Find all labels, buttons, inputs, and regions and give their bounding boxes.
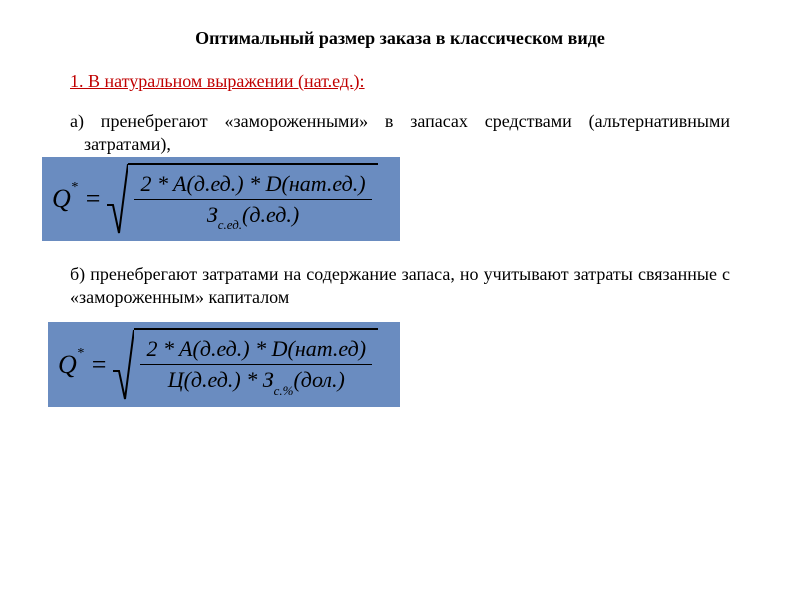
formula-2-numerator: 2 * A(д.ед.) * D(нат.ед) <box>140 334 372 364</box>
formula-2-den-b: (дол.) <box>293 367 344 392</box>
formula-2-var: Q <box>58 350 77 379</box>
formula-2-sup: * <box>77 346 84 361</box>
paragraph-b: б) пренебрегают затратами на содержание … <box>70 263 730 308</box>
formula-1-den-sub: с.ед. <box>218 217 242 232</box>
formula-1-inner: Q* = 2 * A(д.ед.) * D(нат.ед.) Зс.ед.(д.… <box>52 163 378 235</box>
formula-1-fraction: 2 * A(д.ед.) * D(нат.ед.) Зс.ед.(д.ед.) <box>134 169 371 233</box>
formula-1-sup: * <box>71 180 78 195</box>
formula-2: Q* = 2 * A(д.ед.) * D(нат.ед) Ц(д.ед.) *… <box>48 322 400 406</box>
formula-2-inner: Q* = 2 * A(д.ед.) * D(нат.ед) Ц(д.ед.) *… <box>58 328 378 400</box>
formula-2-radicand: 2 * A(д.ед.) * D(нат.ед) Ц(д.ед.) * Зс.%… <box>134 328 378 400</box>
formula-2-lhs: Q* <box>58 350 90 380</box>
page-title: Оптимальный размер заказа в классическом… <box>70 28 730 49</box>
formula-1-denominator: Зс.ед.(д.ед.) <box>201 200 305 233</box>
formula-1-numerator: 2 * A(д.ед.) * D(нат.ед.) <box>134 169 371 199</box>
paragraph-a: а) пренебрегают «замороженными» в запаса… <box>70 110 730 155</box>
formula-1-sqrt: 2 * A(д.ед.) * D(нат.ед.) Зс.ед.(д.ед.) <box>106 163 377 235</box>
formula-1-radicand: 2 * A(д.ед.) * D(нат.ед.) Зс.ед.(д.ед.) <box>128 163 377 235</box>
formula-1-den-main: З <box>207 202 218 227</box>
formula-2-fraction: 2 * A(д.ед.) * D(нат.ед) Ц(д.ед.) * Зс.%… <box>140 334 372 398</box>
section-heading-1: 1. В натуральном выражении (нат.ед.): <box>70 71 730 92</box>
formula-1: Q* = 2 * A(д.ед.) * D(нат.ед.) Зс.ед.(д.… <box>42 157 400 241</box>
formula-1-var: Q <box>52 184 71 213</box>
formula-1-den-tail: (д.ед.) <box>242 202 299 227</box>
formula-2-eq: = <box>90 350 113 380</box>
radical-icon <box>112 328 134 400</box>
formula-2-den-a: Ц(д.ед.) * З <box>168 367 274 392</box>
radical-icon <box>106 163 128 235</box>
formula-1-lhs: Q* <box>52 184 84 214</box>
formula-2-sqrt: 2 * A(д.ед.) * D(нат.ед) Ц(д.ед.) * Зс.%… <box>112 328 378 400</box>
formula-2-den-sub: с.% <box>274 383 294 398</box>
formula-1-eq: = <box>84 184 107 214</box>
document-page: Оптимальный размер заказа в классическом… <box>0 0 800 407</box>
formula-2-denominator: Ц(д.ед.) * Зс.%(дол.) <box>162 365 351 398</box>
